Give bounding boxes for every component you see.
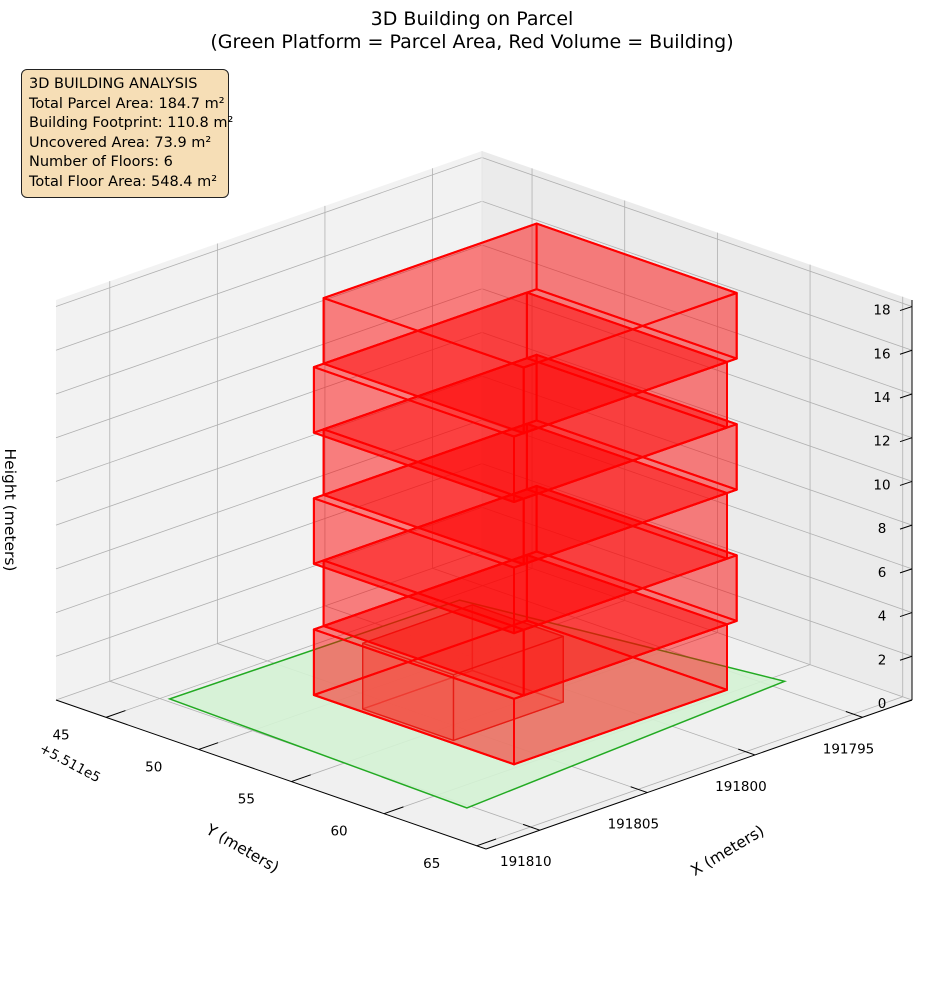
axis-panes (56, 151, 912, 849)
x-tick (738, 748, 756, 756)
grid-z-left (481, 244, 913, 395)
info-building-footprint: Building Footprint: 110.8 m² (29, 115, 234, 131)
grid-z-left (481, 550, 913, 701)
z-tick (899, 349, 913, 355)
z-tick (899, 699, 913, 705)
grid-z-left (481, 288, 913, 439)
y-tick (291, 774, 311, 783)
y-axis-line (485, 699, 913, 850)
z-tick-label: 16 (873, 346, 890, 362)
z-tick (899, 568, 913, 574)
info-parcel-area: Total Parcel Area: 184.7 m² (29, 95, 225, 112)
z-tick-label: 6 (878, 565, 887, 581)
z-tick (899, 480, 913, 486)
z-tick (899, 655, 913, 661)
z-tick-label: 0 (878, 696, 887, 712)
z-tick-label: 12 (873, 434, 890, 450)
x-axis-line (55, 699, 487, 850)
pane-back-right (56, 151, 482, 700)
z-tick (899, 306, 913, 312)
building-floor-2 (322, 484, 738, 697)
info-heading: 3D BUILDING ANALYSIS (29, 76, 198, 92)
building-floor-4 (322, 353, 738, 566)
x-tick (630, 786, 648, 794)
z-tick-label: 2 (878, 652, 887, 668)
building-floor-5 (312, 291, 728, 503)
x-tick-label: 191810 (500, 854, 552, 870)
tick-labels: 191795 191800 191805 191810 45 50 55 60 65 0 2 4 6 8 1… (52, 303, 890, 872)
y-tick (105, 710, 126, 718)
grid-z-left (481, 200, 913, 351)
y-offset-text: +5.511e5 (37, 741, 104, 787)
grid-z-right (55, 332, 483, 482)
z-tick-label: 8 (878, 521, 887, 537)
grid-z-left (481, 506, 913, 657)
axis-lines (55, 300, 913, 850)
z-tick-label: 4 (878, 609, 887, 625)
chart-subtitle: (Green Platform = Parcel Area, Red Volum… (210, 31, 734, 53)
grid-y-floor (105, 567, 533, 718)
tick-marks (105, 306, 913, 847)
x-tick-label: 191800 (715, 779, 767, 795)
chart-title: 3D Building on Parcel (370, 8, 574, 30)
z-tick (899, 437, 913, 443)
x-tick-label: 191795 (823, 741, 875, 757)
scene (167, 222, 788, 809)
grid-z-left (481, 375, 913, 526)
grid-z-right (55, 157, 483, 307)
y-tick-label: 55 (238, 792, 255, 808)
y-tick-label: 45 (52, 727, 69, 743)
grid-z-right (55, 200, 483, 351)
building-floor-3 (312, 422, 728, 635)
analysis-info-box: 3D BUILDING ANALYSIS Total Parcel Area: … (21, 69, 234, 198)
grid-y-floor (476, 696, 903, 847)
grid-z-right (55, 244, 483, 395)
info-total-floor-area: Total Floor Area: 548.4 m² (29, 173, 218, 190)
z-axis-label: Height (meters) (1, 449, 19, 572)
grid-z-right (55, 419, 483, 570)
grid-z-right (55, 463, 483, 613)
y-tick-label: 65 (423, 856, 440, 872)
x-tick-label: 191805 (608, 817, 660, 833)
z-tick (899, 612, 913, 618)
z-tick (899, 524, 913, 530)
info-uncovered-area: Uncovered Area: 73.9 m² (29, 134, 212, 151)
y-tick-label: 50 (145, 759, 162, 775)
box-face (322, 222, 738, 369)
grid-x-floor (432, 567, 863, 718)
x-axis-label: X (meters) (687, 822, 767, 880)
y-tick (476, 838, 497, 847)
y-axis-label: Y (meters) (202, 820, 282, 877)
z-tick-label: 18 (873, 303, 890, 319)
grid-z-right (55, 550, 483, 701)
y-tick (383, 806, 404, 815)
grid-z-right (55, 288, 483, 439)
z-tick-label: 10 (873, 477, 890, 493)
grid-z-left (481, 419, 913, 570)
x-tick (845, 711, 863, 718)
building-floor-1 (312, 553, 728, 766)
z-tick (899, 393, 913, 399)
grid-z-left (481, 157, 913, 307)
pane-back-left (482, 151, 912, 700)
building-floor-6 (322, 222, 738, 435)
x-tick (522, 823, 540, 831)
y-tick-label: 60 (330, 824, 347, 840)
y-tick (198, 742, 219, 750)
z-tick-label: 14 (873, 390, 890, 406)
info-floor-count: Number of Floors: 6 (29, 154, 173, 170)
